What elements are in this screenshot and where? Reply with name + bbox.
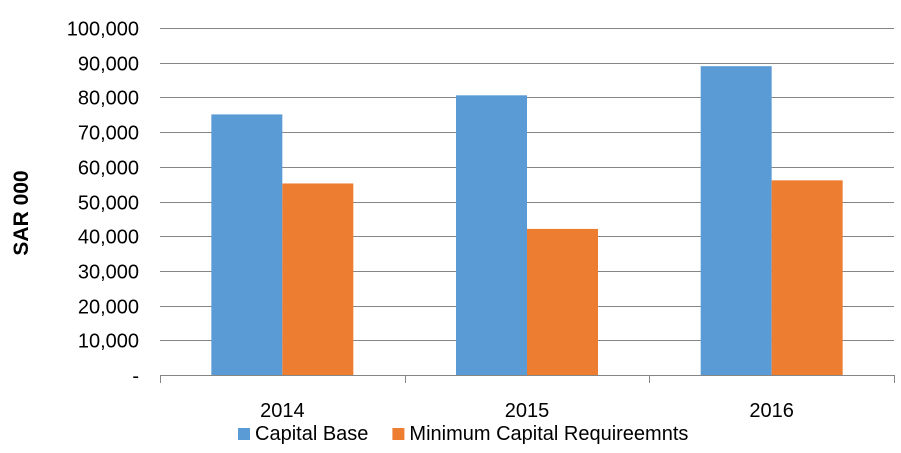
y-tick-label: 30,000: [78, 262, 139, 284]
x-tick-label: 2016: [749, 400, 794, 422]
y-tick-label: 90,000: [78, 54, 139, 76]
bar-capital-base-2014: [211, 114, 283, 375]
x-tick-label: 2014: [260, 400, 305, 422]
legend: Capital Base Minimum Capital Requireemnts: [238, 423, 688, 445]
bar-minimum-capital-requireemnts-2016: [771, 180, 843, 375]
y-tick-label: -: [132, 366, 139, 388]
y-tick-label: 10,000: [78, 331, 139, 353]
x-tick-labels: 2014 2015 2016: [260, 400, 794, 422]
bar-capital-base-2015: [456, 95, 527, 376]
legend-label: Minimum Capital Requireemnts: [409, 423, 688, 445]
x-tick-label: 2015: [505, 400, 550, 422]
y-tick-labels: - 10,000 20,000 30,000 40,000 50,000 60,000 70,…: [67, 19, 139, 388]
legend-swatch: [392, 428, 405, 440]
y-tick-label: 20,000: [78, 297, 139, 319]
y-tick-label: 40,000: [78, 227, 139, 249]
legend-swatch: [238, 428, 250, 440]
bars: [211, 66, 843, 376]
y-tick-label: 80,000: [78, 88, 139, 110]
y-tick-label: 50,000: [78, 193, 139, 215]
legend-label: Capital Base: [255, 423, 368, 445]
bar-minimum-capital-requireemnts-2015: [527, 228, 598, 375]
bar-capital-base-2016: [700, 66, 772, 376]
y-tick-label: 100,000: [67, 19, 139, 41]
y-axis-label: SAR 000: [10, 170, 33, 255]
bar-minimum-capital-requireemnts-2014: [282, 183, 354, 375]
y-tick-label: 70,000: [78, 123, 139, 145]
y-tick-label: 60,000: [78, 158, 139, 180]
axes: [160, 375, 895, 383]
